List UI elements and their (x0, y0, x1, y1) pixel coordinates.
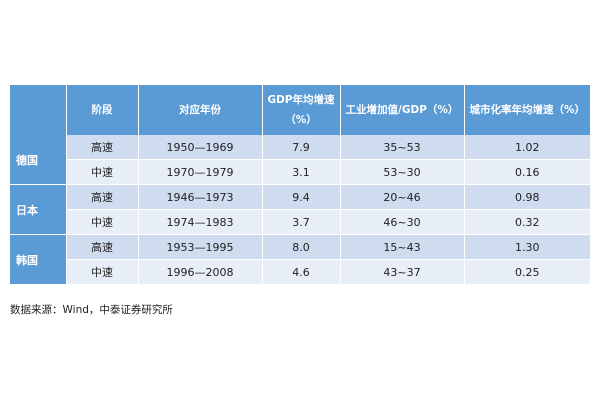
gdp-cell: 9.4 (262, 184, 341, 210)
header-blank (10, 85, 67, 135)
stage-cell: 高速 (66, 135, 139, 160)
gdp-cell: 3.7 (262, 209, 341, 235)
table-row: 中速 1970—1979 3.1 53~30 0.16 (10, 159, 590, 185)
stage-cell: 中速 (66, 259, 139, 285)
urban-cell: 0.16 (464, 159, 590, 185)
header-gdp: GDP年均增速（%） (262, 85, 341, 135)
growth-stage-table: 阶段 对应年份 GDP年均增速（%） 工业增加值/GDP（%） 城市化率年均增速… (10, 85, 590, 285)
gdp-cell: 7.9 (262, 135, 341, 160)
source-note: 数据来源：Wind，中泰证券研究所 (10, 304, 173, 316)
stage-cell: 中速 (66, 209, 139, 235)
header-stage: 阶段 (66, 85, 139, 135)
table-row: 日本 高速 1946—1973 9.4 20~46 0.98 (10, 184, 590, 235)
table-header-row: 阶段 对应年份 GDP年均增速（%） 工业增加值/GDP（%） 城市化率年均增速… (10, 85, 590, 135)
urban-cell: 0.32 (464, 209, 590, 235)
stage-cell: 中速 (66, 159, 139, 185)
industry-cell: 53~30 (340, 159, 465, 185)
country-cell: 德国 (10, 135, 67, 185)
industry-cell: 46~30 (340, 209, 465, 235)
table-row: 韩国 高速 1953—1995 8.0 15~43 1.30 (10, 234, 590, 285)
years-cell: 1970—1979 (138, 159, 263, 185)
years-cell: 1996—2008 (138, 259, 263, 285)
industry-cell: 15~43 (340, 234, 465, 260)
table-row: 中速 1974—1983 3.7 46~30 0.32 (10, 209, 590, 235)
years-cell: 1974—1983 (138, 209, 263, 235)
header-industry: 工业增加值/GDP（%） (340, 85, 465, 135)
gdp-cell: 4.6 (262, 259, 341, 285)
header-urban: 城市化率年均增速（%） (464, 85, 590, 135)
country-cell: 日本 (10, 184, 67, 235)
industry-cell: 20~46 (340, 184, 465, 210)
header-years: 对应年份 (138, 85, 263, 135)
years-cell: 1950—1969 (138, 135, 263, 160)
industry-cell: 35~53 (340, 135, 465, 160)
gdp-cell: 8.0 (262, 234, 341, 260)
country-cell: 韩国 (10, 234, 67, 285)
years-cell: 1946—1973 (138, 184, 263, 210)
industry-cell: 43~37 (340, 259, 465, 285)
urban-cell: 0.25 (464, 259, 590, 285)
table-row: 中速 1996—2008 4.6 43~37 0.25 (10, 259, 590, 285)
stage-cell: 高速 (66, 184, 139, 210)
urban-cell: 1.02 (464, 135, 590, 160)
urban-cell: 0.98 (464, 184, 590, 210)
stage-cell: 高速 (66, 234, 139, 260)
header-gdp-label: GDP年均增速（%） (267, 94, 335, 126)
urban-cell: 1.30 (464, 234, 590, 260)
gdp-cell: 3.1 (262, 159, 341, 185)
years-cell: 1953—1995 (138, 234, 263, 260)
table-row: 德国 高速 1950—1969 7.9 35~53 1.02 (10, 135, 590, 185)
